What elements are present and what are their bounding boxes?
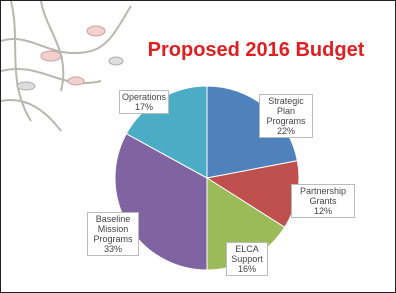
chart-title: Proposed 2016 Budget	[141, 39, 371, 62]
value-label: 33%	[90, 244, 136, 254]
value-label: 12%	[294, 206, 352, 216]
category-label: Operations	[122, 92, 166, 102]
category-label: Partnership Grants	[294, 186, 352, 206]
slide: Proposed 2016 Budget Strategic Plan Prog…	[0, 0, 396, 293]
decoration	[1, 1, 131, 131]
value-label: 22%	[262, 126, 310, 136]
value-label: 17%	[122, 102, 166, 112]
value-label: 16%	[229, 264, 265, 274]
category-label: ELCA Support	[229, 244, 265, 264]
category-label: Strategic Plan Programs	[262, 96, 310, 126]
category-label: Baseline Mission Programs	[90, 214, 136, 244]
